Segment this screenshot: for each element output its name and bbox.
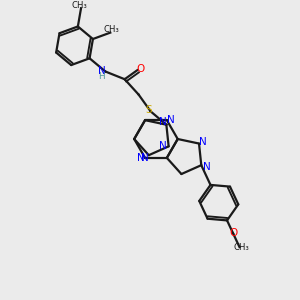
Text: O: O (137, 64, 145, 74)
Text: N: N (141, 153, 149, 163)
Text: N: N (98, 66, 106, 76)
Text: H: H (99, 72, 105, 81)
Text: N: N (199, 137, 207, 147)
Text: S: S (146, 105, 152, 115)
Text: N: N (203, 162, 211, 172)
Text: N: N (167, 115, 175, 125)
Text: O: O (229, 228, 237, 238)
Text: CH₃: CH₃ (104, 25, 120, 34)
Text: N: N (159, 117, 167, 127)
Text: N: N (159, 141, 167, 151)
Text: CH₃: CH₃ (72, 1, 87, 10)
Text: N: N (137, 153, 145, 163)
Text: CH₃: CH₃ (233, 242, 249, 251)
